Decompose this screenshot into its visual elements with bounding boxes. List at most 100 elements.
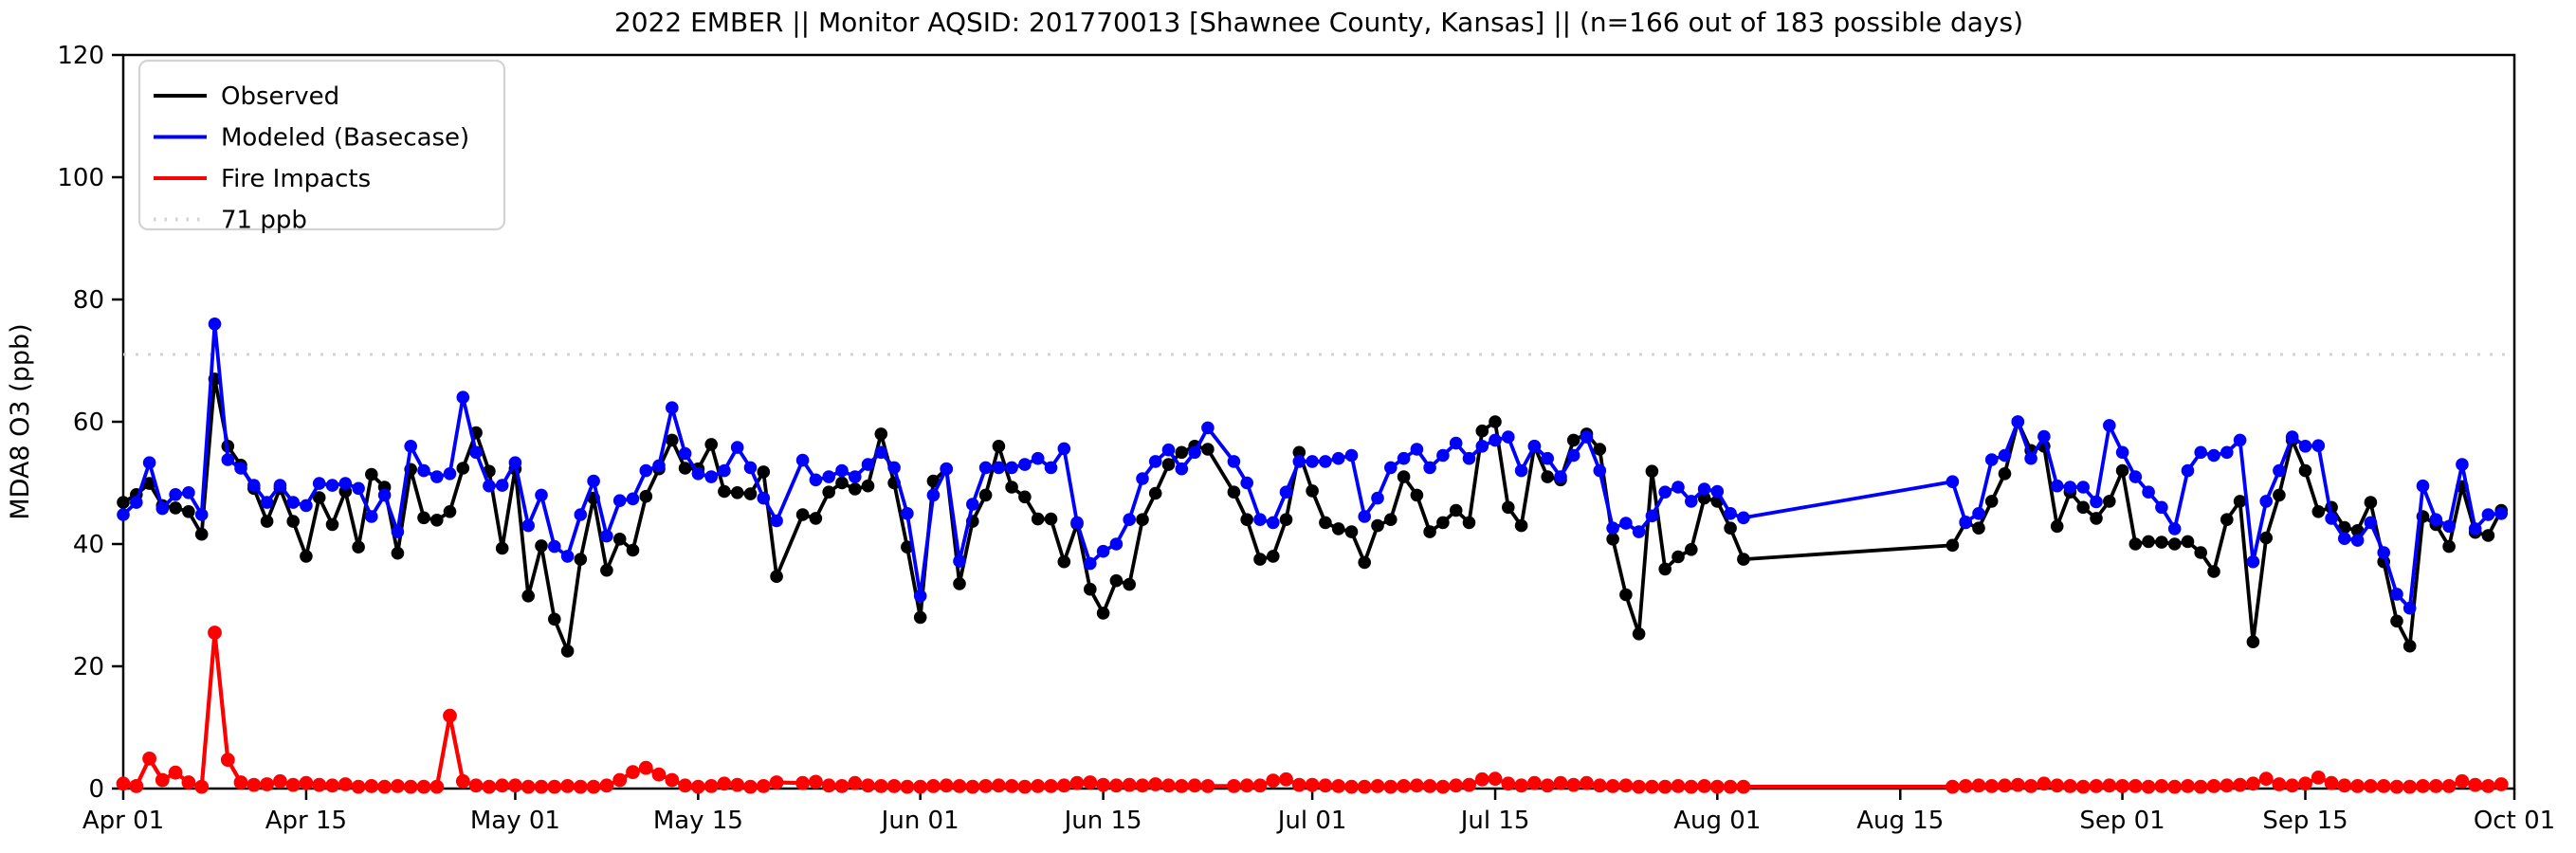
data-point-marker bbox=[391, 525, 405, 538]
data-point-marker bbox=[1344, 779, 1359, 794]
data-point-marker bbox=[1436, 448, 1450, 463]
data-point-marker bbox=[129, 779, 144, 793]
data-point-marker bbox=[992, 778, 1006, 793]
data-point-marker bbox=[325, 778, 339, 793]
data-point-marker bbox=[2246, 554, 2260, 569]
data-point-marker bbox=[2258, 771, 2274, 787]
data-point-marker bbox=[1724, 507, 1737, 520]
data-point-marker bbox=[1135, 778, 1150, 793]
data-point-marker bbox=[2324, 775, 2339, 790]
data-point-marker bbox=[1972, 507, 1985, 520]
data-point-marker bbox=[1645, 509, 1659, 523]
data-point-marker bbox=[665, 772, 680, 788]
data-point-marker bbox=[1566, 448, 1580, 463]
data-point-marker bbox=[2285, 430, 2299, 444]
data-point-marker bbox=[1502, 500, 1515, 515]
x-tick-label: Oct 01 bbox=[2474, 807, 2555, 835]
data-point-marker bbox=[2128, 779, 2143, 793]
data-point-marker bbox=[2416, 479, 2430, 493]
data-point-marker bbox=[352, 540, 365, 554]
data-point-marker bbox=[1553, 775, 1568, 790]
data-point-marker bbox=[1489, 415, 1502, 428]
data-point-marker bbox=[1672, 550, 1685, 564]
data-point-marker bbox=[757, 465, 771, 479]
data-point-marker bbox=[1161, 778, 1176, 793]
legend-box bbox=[137, 59, 506, 231]
series-observed bbox=[117, 372, 2508, 658]
axes-frame: Apr 01 Apr 15 May 01 May 15 Jun 01 Jun 15 Jul … bbox=[57, 42, 2555, 835]
data-point-marker bbox=[1697, 491, 1711, 505]
data-point-marker bbox=[1998, 778, 2012, 793]
data-point-marker bbox=[1619, 588, 1633, 602]
data-point-marker bbox=[443, 467, 457, 481]
data-point-marker bbox=[978, 779, 993, 793]
data-point-marker bbox=[822, 485, 835, 499]
y-tick-label: 100 bbox=[57, 164, 104, 192]
data-point-marker bbox=[2455, 773, 2470, 789]
data-point-marker bbox=[142, 752, 157, 766]
data-point-marker bbox=[1697, 779, 1711, 793]
series-line bbox=[121, 321, 2502, 610]
x-tick-label: Apr 01 bbox=[82, 807, 164, 835]
data-point-marker bbox=[1136, 513, 1149, 526]
data-point-marker bbox=[1005, 461, 1018, 475]
data-point-marker bbox=[2102, 778, 2117, 793]
data-point-marker bbox=[1724, 521, 1737, 535]
data-point-marker bbox=[1292, 455, 1306, 468]
data-point-marker bbox=[2194, 546, 2207, 559]
data-point-marker bbox=[2389, 779, 2404, 794]
data-point-marker bbox=[182, 505, 195, 518]
data-point-marker bbox=[535, 488, 548, 502]
data-point-marker bbox=[1292, 445, 1306, 460]
data-point-marker bbox=[795, 453, 810, 467]
data-point-marker bbox=[312, 777, 327, 792]
data-point-marker bbox=[1279, 771, 1293, 787]
data-point-marker bbox=[874, 427, 888, 441]
data-point-marker bbox=[1306, 455, 1319, 468]
data-point-marker bbox=[2167, 522, 2182, 535]
data-point-marker bbox=[2050, 519, 2064, 534]
data-point-marker bbox=[181, 775, 196, 789]
data-point-marker bbox=[325, 517, 339, 532]
data-point-marker bbox=[1279, 513, 1293, 526]
data-point-marker bbox=[2115, 779, 2130, 793]
data-point-marker bbox=[443, 505, 457, 518]
data-point-marker bbox=[834, 779, 850, 793]
data-point-marker bbox=[2311, 439, 2326, 453]
y-tick-label: 20 bbox=[73, 653, 104, 681]
data-point-marker bbox=[1657, 779, 1672, 794]
data-point-marker bbox=[2246, 635, 2260, 648]
data-point-marker bbox=[795, 508, 810, 521]
data-point-marker bbox=[926, 779, 941, 793]
data-point-marker bbox=[1109, 537, 1124, 551]
data-point-marker bbox=[1959, 516, 1972, 529]
data-point-marker bbox=[1267, 550, 1280, 563]
data-point-marker bbox=[1253, 513, 1267, 526]
x-tick-label: Jul 01 bbox=[1276, 807, 1347, 835]
data-point-marker bbox=[391, 779, 405, 793]
data-point-marker bbox=[1371, 491, 1384, 505]
data-point-marker bbox=[626, 765, 640, 779]
x-tick-label: Jun 01 bbox=[880, 807, 959, 835]
data-point-marker bbox=[600, 563, 613, 577]
data-point-marker bbox=[456, 390, 470, 405]
data-point-marker bbox=[953, 554, 966, 568]
data-point-marker bbox=[992, 440, 1006, 453]
data-point-marker bbox=[1475, 424, 1489, 438]
data-point-marker bbox=[2481, 779, 2495, 793]
data-point-marker bbox=[1514, 518, 1528, 533]
data-point-marker bbox=[2076, 481, 2090, 494]
data-point-marker bbox=[456, 462, 470, 475]
data-point-marker bbox=[535, 539, 548, 553]
data-point-marker bbox=[757, 491, 771, 505]
data-point-marker bbox=[626, 543, 640, 557]
x-tick-label: Apr 15 bbox=[265, 807, 347, 835]
data-point-marker bbox=[2194, 445, 2207, 460]
data-point-marker bbox=[2494, 507, 2508, 520]
data-point-marker bbox=[1018, 490, 1032, 504]
data-point-marker bbox=[1514, 463, 1528, 478]
data-point-marker bbox=[1946, 779, 1960, 794]
data-point-marker bbox=[730, 486, 744, 499]
data-point-marker bbox=[221, 453, 235, 466]
